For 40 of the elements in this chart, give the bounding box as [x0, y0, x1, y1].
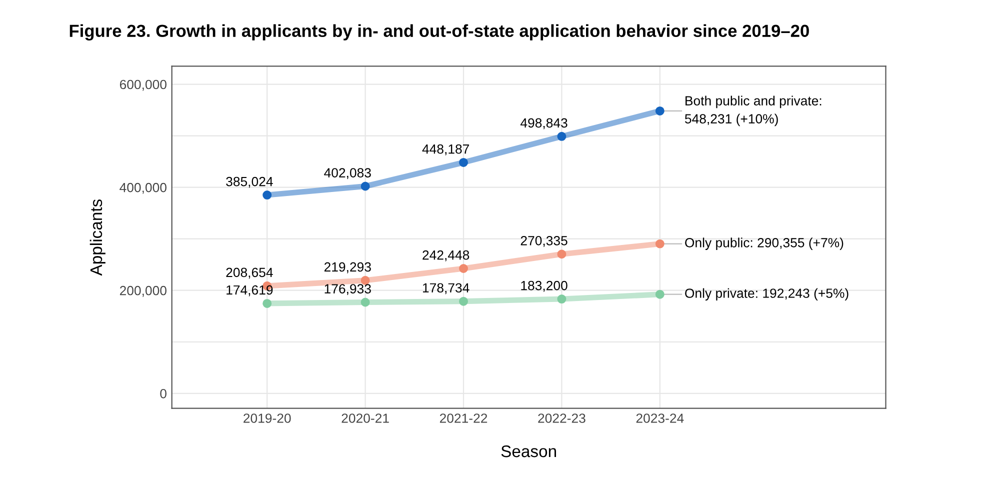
data-label: Only private: 192,243 (+5%): [685, 288, 848, 301]
data-label: 385,024: [226, 176, 273, 188]
point: [262, 298, 272, 308]
y-tick-label: 0: [160, 388, 166, 398]
x-tick-label: 2021-22: [440, 414, 488, 423]
data-label: 402,083: [324, 168, 371, 180]
x-tick-label: 2023-24: [636, 414, 684, 423]
point: [557, 250, 566, 259]
x-tick-label: 2020-21: [342, 414, 389, 423]
data-label: 208,654: [226, 268, 273, 279]
data-label: 174,619: [226, 285, 273, 296]
x-axis-title: Season: [501, 445, 556, 458]
point: [557, 294, 566, 304]
point: [360, 182, 370, 191]
data-label: 270,335: [520, 236, 568, 247]
y-tick-label: 400,000: [120, 182, 166, 194]
point: [360, 298, 370, 307]
data-label: 183,200: [521, 280, 568, 292]
data-label: Both public and private: 548,231 (+10%): [684, 96, 822, 126]
data-label: 176,933: [324, 284, 371, 296]
data-label: 242,448: [422, 250, 470, 262]
point: [655, 239, 664, 248]
point: [459, 296, 468, 306]
data-label: 219,293: [324, 262, 371, 274]
data-label: 498,843: [520, 118, 568, 130]
point: [557, 132, 566, 141]
y-tick-label: 200,000: [120, 286, 166, 297]
x-tick-label: 2022-23: [538, 414, 586, 423]
y-axis-title: Applicants: [90, 199, 106, 276]
chart-title: Figure 23. Growth in applicants by in- and out-of-state application behavior since 2019–20: [70, 24, 809, 40]
data-label: 178,734: [422, 283, 470, 294]
point: [459, 158, 468, 167]
data-label: 448,187: [422, 144, 470, 156]
x-tick-label: 2019-20: [244, 414, 291, 423]
point: [262, 190, 272, 200]
point: [655, 106, 664, 116]
data-label: Only public: 290,355 (+7%): [685, 238, 844, 250]
point: [459, 264, 468, 273]
y-tick-label: 600,000: [120, 80, 166, 91]
point: [655, 290, 664, 299]
